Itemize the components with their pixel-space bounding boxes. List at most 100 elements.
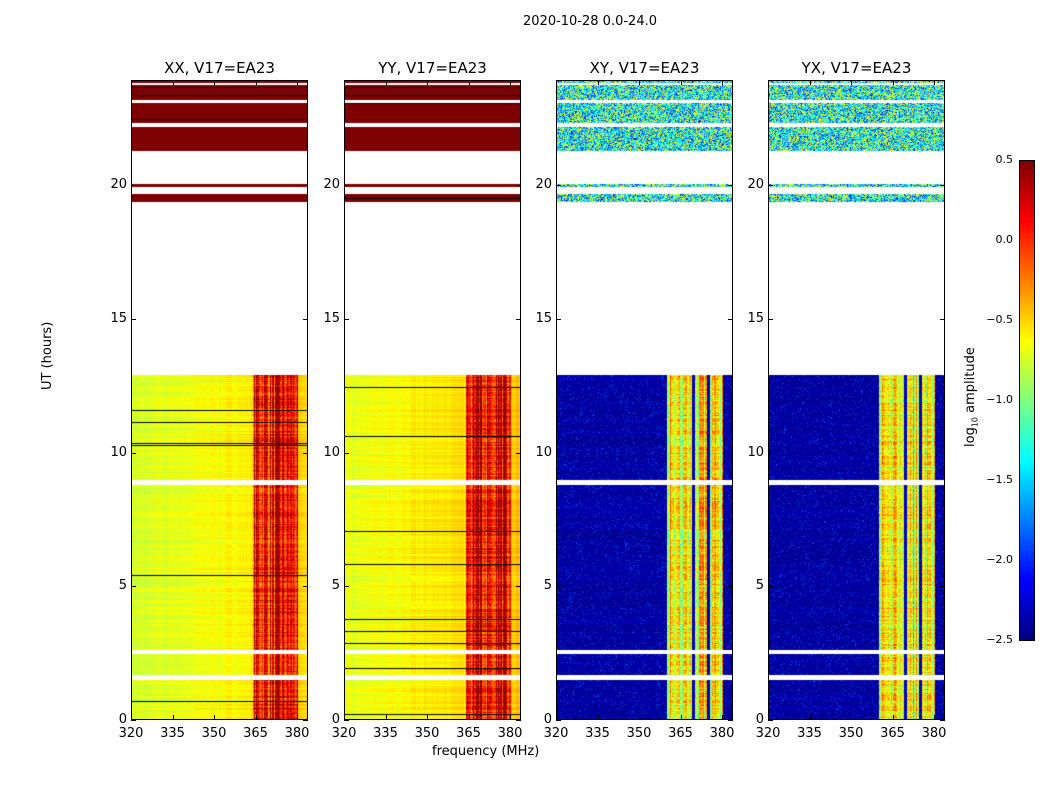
- x-tick-mark: [809, 715, 811, 720]
- y-tick-label: 15: [535, 310, 552, 326]
- x-tick-mark: [768, 715, 769, 720]
- heatmap-image: [556, 80, 733, 720]
- colorbar-tick-label: −2.0: [986, 553, 1013, 566]
- x-tick-label: 350: [201, 726, 227, 741]
- plot-frame: [131, 80, 308, 720]
- x-tick-label: 380: [284, 726, 310, 741]
- colorbar-label: log10 amplitude: [963, 347, 980, 447]
- x-tick-label: 380: [709, 726, 735, 741]
- y-tick-mark: [556, 586, 561, 588]
- y-tick-mark: [768, 185, 773, 186]
- x-tick-label: 335: [373, 726, 398, 741]
- y-tick-mark: [344, 318, 349, 320]
- x-tick-mark: [510, 80, 511, 85]
- x-tick-mark: [255, 80, 257, 85]
- panel-xy: XY, V17=EA23 0 5 10 15 20 320 335 350 365 380: [535, 59, 734, 741]
- y-tick-mark: [728, 185, 733, 186]
- y-tick-label: 15: [110, 310, 127, 326]
- x-tick-mark: [597, 80, 599, 85]
- y-tick-mark: [516, 720, 521, 721]
- x-tick-label: 335: [585, 726, 610, 741]
- x-tick-mark: [892, 715, 894, 720]
- x-tick-mark: [934, 715, 935, 720]
- panel-title: YY, V17=EA23: [378, 59, 487, 77]
- x-tick-mark: [556, 80, 557, 85]
- colorbar-tick-label: 0.0: [995, 233, 1014, 246]
- x-tick-label: 365: [668, 726, 693, 741]
- x-tick-mark: [427, 80, 428, 85]
- y-tick-mark: [344, 185, 349, 186]
- x-tick-label: 380: [497, 726, 523, 741]
- x-tick-mark: [680, 715, 682, 720]
- x-tick-mark: [131, 80, 132, 85]
- x-tick-label: 350: [626, 726, 652, 741]
- x-tick-mark: [680, 80, 682, 85]
- x-tick-mark: [427, 715, 428, 720]
- y-tick-mark: [556, 720, 561, 721]
- y-tick-mark: [940, 720, 945, 721]
- panel-xx: XX, V17=EA23 0 5 10 15 20 320 335 350 365 380: [110, 59, 309, 741]
- x-tick-label: 365: [456, 726, 481, 741]
- x-tick-mark: [385, 715, 387, 720]
- x-tick-mark: [214, 80, 215, 85]
- x-tick-mark: [892, 80, 894, 85]
- y-tick-mark: [728, 318, 733, 320]
- x-tick-label: 365: [880, 726, 905, 741]
- y-tick-mark: [556, 185, 561, 186]
- y-tick-label: 20: [535, 177, 552, 192]
- y-tick-mark: [768, 318, 773, 320]
- plot-frame: [768, 80, 945, 720]
- x-tick-mark: [639, 80, 640, 85]
- y-tick-mark: [344, 452, 349, 454]
- y-tick-label: 5: [331, 578, 340, 594]
- x-tick-mark: [131, 715, 132, 720]
- y-axis-label: UT (hours): [40, 321, 55, 390]
- x-tick-label: 335: [797, 726, 822, 741]
- y-tick-label: 5: [755, 578, 764, 594]
- x-tick-label: 320: [118, 726, 144, 741]
- x-tick-mark: [172, 715, 174, 720]
- y-tick-mark: [303, 720, 308, 721]
- x-tick-mark: [344, 80, 345, 85]
- x-tick-mark: [639, 715, 640, 720]
- colorbar: [1019, 160, 1035, 641]
- y-tick-label: 5: [543, 578, 552, 594]
- y-tick-label: 15: [747, 310, 764, 326]
- y-tick-mark: [516, 452, 521, 454]
- x-tick-mark: [385, 80, 387, 85]
- y-tick-mark: [940, 586, 945, 588]
- x-tick-mark: [468, 80, 470, 85]
- x-tick-mark: [809, 80, 811, 85]
- y-tick-mark: [516, 586, 521, 588]
- x-tick-label: 320: [543, 726, 569, 741]
- x-tick-mark: [510, 715, 511, 720]
- y-tick-label: 10: [323, 444, 340, 460]
- y-tick-mark: [516, 318, 521, 320]
- x-tick-mark: [722, 715, 723, 720]
- panel-title: XY, V17=EA23: [589, 59, 700, 77]
- y-tick-mark: [556, 452, 561, 454]
- x-tick-mark: [297, 715, 298, 720]
- colorbar-tick-label: −1.5: [986, 473, 1013, 486]
- x-tick-mark: [851, 80, 852, 85]
- x-tick-mark: [344, 715, 345, 720]
- y-tick-mark: [940, 318, 945, 320]
- y-tick-mark: [303, 452, 308, 454]
- y-tick-mark: [768, 586, 773, 588]
- x-tick-mark: [255, 715, 257, 720]
- y-tick-mark: [131, 185, 136, 186]
- colorbar-tick-label: −2.5: [986, 633, 1013, 646]
- y-tick-label: 0: [118, 712, 127, 727]
- heatmap-image: [768, 80, 945, 720]
- x-tick-mark: [597, 715, 599, 720]
- colorbar-tick-label: −0.5: [986, 313, 1013, 326]
- x-tick-label: 365: [243, 726, 268, 741]
- y-tick-label: 5: [118, 578, 127, 594]
- x-tick-mark: [556, 715, 557, 720]
- y-tick-label: 10: [747, 444, 764, 460]
- panel-title: XX, V17=EA23: [164, 59, 275, 77]
- panel-yx: YX, V17=EA23 0 5 10 15 20 320 335 350 365 380: [747, 59, 946, 741]
- y-tick-label: 0: [543, 712, 552, 727]
- y-tick-mark: [303, 318, 308, 320]
- y-tick-mark: [131, 452, 136, 454]
